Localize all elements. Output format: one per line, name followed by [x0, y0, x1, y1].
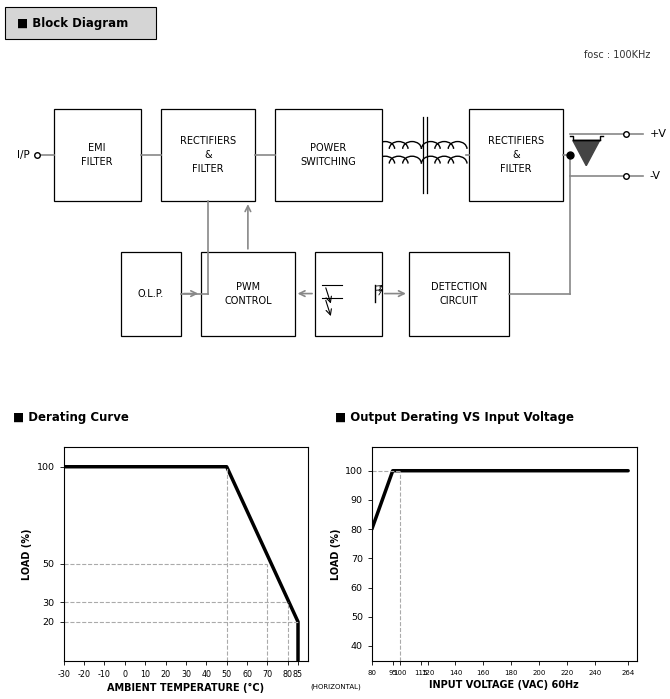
Polygon shape: [358, 285, 375, 302]
Text: RECTIFIERS
&
FILTER: RECTIFIERS & FILTER: [180, 136, 236, 174]
Text: fosc : 100KHz: fosc : 100KHz: [584, 50, 650, 59]
Bar: [315, 252, 382, 336]
Text: PWM
CONTROL: PWM CONTROL: [224, 282, 272, 305]
Text: -V: -V: [650, 171, 661, 181]
Text: ■ Derating Curve: ■ Derating Curve: [13, 411, 129, 424]
Text: O.L.P.: O.L.P.: [137, 289, 164, 298]
FancyBboxPatch shape: [5, 7, 156, 39]
Bar: [54, 109, 141, 201]
Bar: [409, 252, 509, 336]
Bar: [469, 109, 563, 201]
X-axis label: INPUT VOLTAGE (VAC) 60Hz: INPUT VOLTAGE (VAC) 60Hz: [429, 679, 579, 690]
Bar: [121, 252, 181, 336]
Text: I/P: I/P: [17, 150, 30, 160]
Text: ■ Block Diagram: ■ Block Diagram: [17, 17, 128, 29]
Text: ■ Output Derating VS Input Voltage: ■ Output Derating VS Input Voltage: [335, 411, 574, 424]
Text: (HORIZONTAL): (HORIZONTAL): [310, 684, 361, 691]
Text: +V: +V: [650, 129, 667, 139]
Polygon shape: [573, 140, 600, 166]
Bar: [161, 109, 255, 201]
Text: DETECTION
CIRCUIT: DETECTION CIRCUIT: [431, 282, 487, 305]
Bar: [201, 252, 295, 336]
Text: POWER
SWITCHING: POWER SWITCHING: [300, 143, 356, 167]
X-axis label: AMBIENT TEMPERATURE (°C): AMBIENT TEMPERATURE (°C): [107, 683, 265, 693]
Text: RECTIFIERS
&
FILTER: RECTIFIERS & FILTER: [488, 136, 544, 174]
Y-axis label: LOAD (%): LOAD (%): [23, 528, 32, 579]
Text: EMI
FILTER: EMI FILTER: [81, 143, 113, 167]
Bar: [275, 109, 382, 201]
Y-axis label: LOAD (%): LOAD (%): [331, 528, 340, 579]
